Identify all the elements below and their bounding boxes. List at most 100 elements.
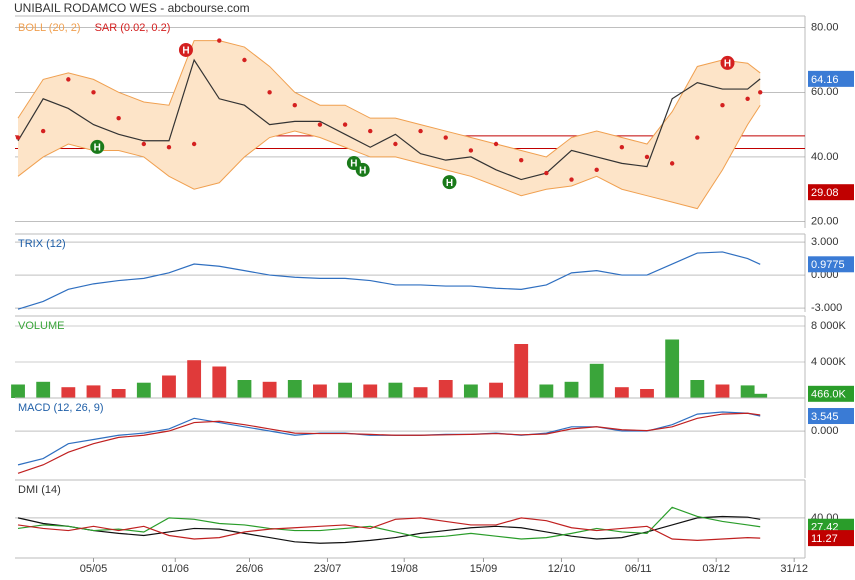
value-box xyxy=(808,408,854,425)
volume-bar xyxy=(640,389,654,398)
panel-title: VOLUME xyxy=(18,320,64,332)
value-box xyxy=(808,530,854,547)
volume-bar xyxy=(262,381,277,398)
sar-dot xyxy=(166,145,172,150)
signal-badge xyxy=(720,55,735,70)
volume-bar xyxy=(589,363,604,398)
y-tick-label: 3.000 xyxy=(811,236,839,248)
series-line xyxy=(17,506,761,540)
x-tick-label: 15/09 xyxy=(470,563,498,575)
volume-bar xyxy=(86,385,101,398)
y-tick-label: 8 000K xyxy=(811,320,847,332)
sar-dot xyxy=(40,128,46,134)
signal-label: H xyxy=(724,59,731,70)
series-line xyxy=(17,58,761,181)
sar-dot xyxy=(669,161,675,166)
volume-bar xyxy=(690,380,705,398)
sar-dot xyxy=(745,96,750,101)
value-box-label: 0.9775 xyxy=(811,259,845,271)
sar-dot xyxy=(758,90,763,95)
y-tick-label: 40.00 xyxy=(811,151,839,163)
x-tick-label: 23/07 xyxy=(314,563,342,575)
volume-bar xyxy=(740,385,755,398)
sar-dot xyxy=(468,148,474,153)
volume-bar xyxy=(388,382,403,398)
sar-dot xyxy=(116,115,121,121)
legend-label: SAR (0.02, 0.2) xyxy=(95,22,171,34)
sar-dot xyxy=(15,135,21,140)
volume-bar xyxy=(665,339,680,398)
x-tick-label: 01/06 xyxy=(161,563,189,575)
y-tick-label: 0.000 xyxy=(811,425,839,437)
signal-label: H xyxy=(350,159,357,170)
sar-dot xyxy=(720,103,725,108)
series-line xyxy=(17,515,761,544)
x-tick-label: 26/06 xyxy=(236,563,264,575)
y-tick-label: -3.000 xyxy=(811,302,842,314)
sar-dot xyxy=(393,141,398,147)
series-line xyxy=(17,517,761,542)
volume-bar xyxy=(489,382,503,398)
sar-dot xyxy=(242,57,247,63)
volume-bar xyxy=(11,384,25,398)
sar-dot xyxy=(267,90,272,95)
signal-badge xyxy=(355,162,370,177)
x-tick-label: 06/11 xyxy=(625,563,652,575)
volume-bar xyxy=(363,384,378,398)
y-tick-label: 60.00 xyxy=(811,86,839,98)
x-tick-label: 19/08 xyxy=(390,563,418,575)
value-box xyxy=(808,385,854,402)
sar-dot xyxy=(66,77,71,82)
value-box xyxy=(808,256,854,273)
sar-dot xyxy=(493,141,499,147)
signal-badge xyxy=(178,42,193,57)
sar-dot xyxy=(217,38,222,43)
signal-label: H xyxy=(359,165,366,176)
volume-bar xyxy=(237,380,252,398)
volume-bar xyxy=(614,387,629,398)
x-tick-label: 12/10 xyxy=(548,563,576,575)
sar-dot xyxy=(368,128,373,134)
sar-dot xyxy=(594,167,599,173)
volume-bar xyxy=(514,344,529,398)
band-lower xyxy=(17,104,761,210)
value-box-label: 3.545 xyxy=(811,411,839,423)
sar-dot xyxy=(418,128,423,134)
volume-bar xyxy=(212,366,227,398)
signal-label: H xyxy=(446,178,453,189)
volume-bar xyxy=(753,393,768,398)
volume-bar xyxy=(313,384,327,398)
volume-bar xyxy=(715,384,730,398)
sar-dot xyxy=(443,135,448,140)
x-tick-label: 31/12 xyxy=(780,563,808,575)
sar-dot xyxy=(519,157,524,163)
volume-bar xyxy=(438,380,453,398)
sar-dot xyxy=(317,122,323,127)
sar-dot xyxy=(644,154,650,160)
volume-bar xyxy=(287,380,302,398)
panel-title: MACD (12, 26, 9) xyxy=(18,402,104,414)
value-box-label: 64.16 xyxy=(811,74,839,86)
sar-dot xyxy=(292,103,297,108)
signal-badge xyxy=(442,175,457,190)
band-fill xyxy=(18,40,761,209)
volume-bar xyxy=(539,384,554,398)
y-tick-label: 80.00 xyxy=(811,22,839,34)
value-box-label: 11.27 xyxy=(811,533,838,545)
signal-label: H xyxy=(94,143,101,154)
x-tick-label: 03/12 xyxy=(702,563,730,575)
volume-bar xyxy=(338,382,353,398)
series-line xyxy=(17,412,761,474)
legend-label: BOLL (20, 2) xyxy=(18,22,81,34)
value-box-label: 466.0K xyxy=(811,389,847,401)
volume-bar xyxy=(463,384,478,398)
volume-bar xyxy=(413,387,428,398)
volume-bar xyxy=(162,375,176,398)
value-box-label: 29.08 xyxy=(811,187,839,199)
signal-label: H xyxy=(182,46,189,57)
sar-dot xyxy=(91,90,96,95)
y-tick-label: 4 000K xyxy=(811,356,847,368)
volume-bar xyxy=(36,381,51,398)
sar-dot xyxy=(569,177,574,182)
sar-dot xyxy=(191,141,197,147)
